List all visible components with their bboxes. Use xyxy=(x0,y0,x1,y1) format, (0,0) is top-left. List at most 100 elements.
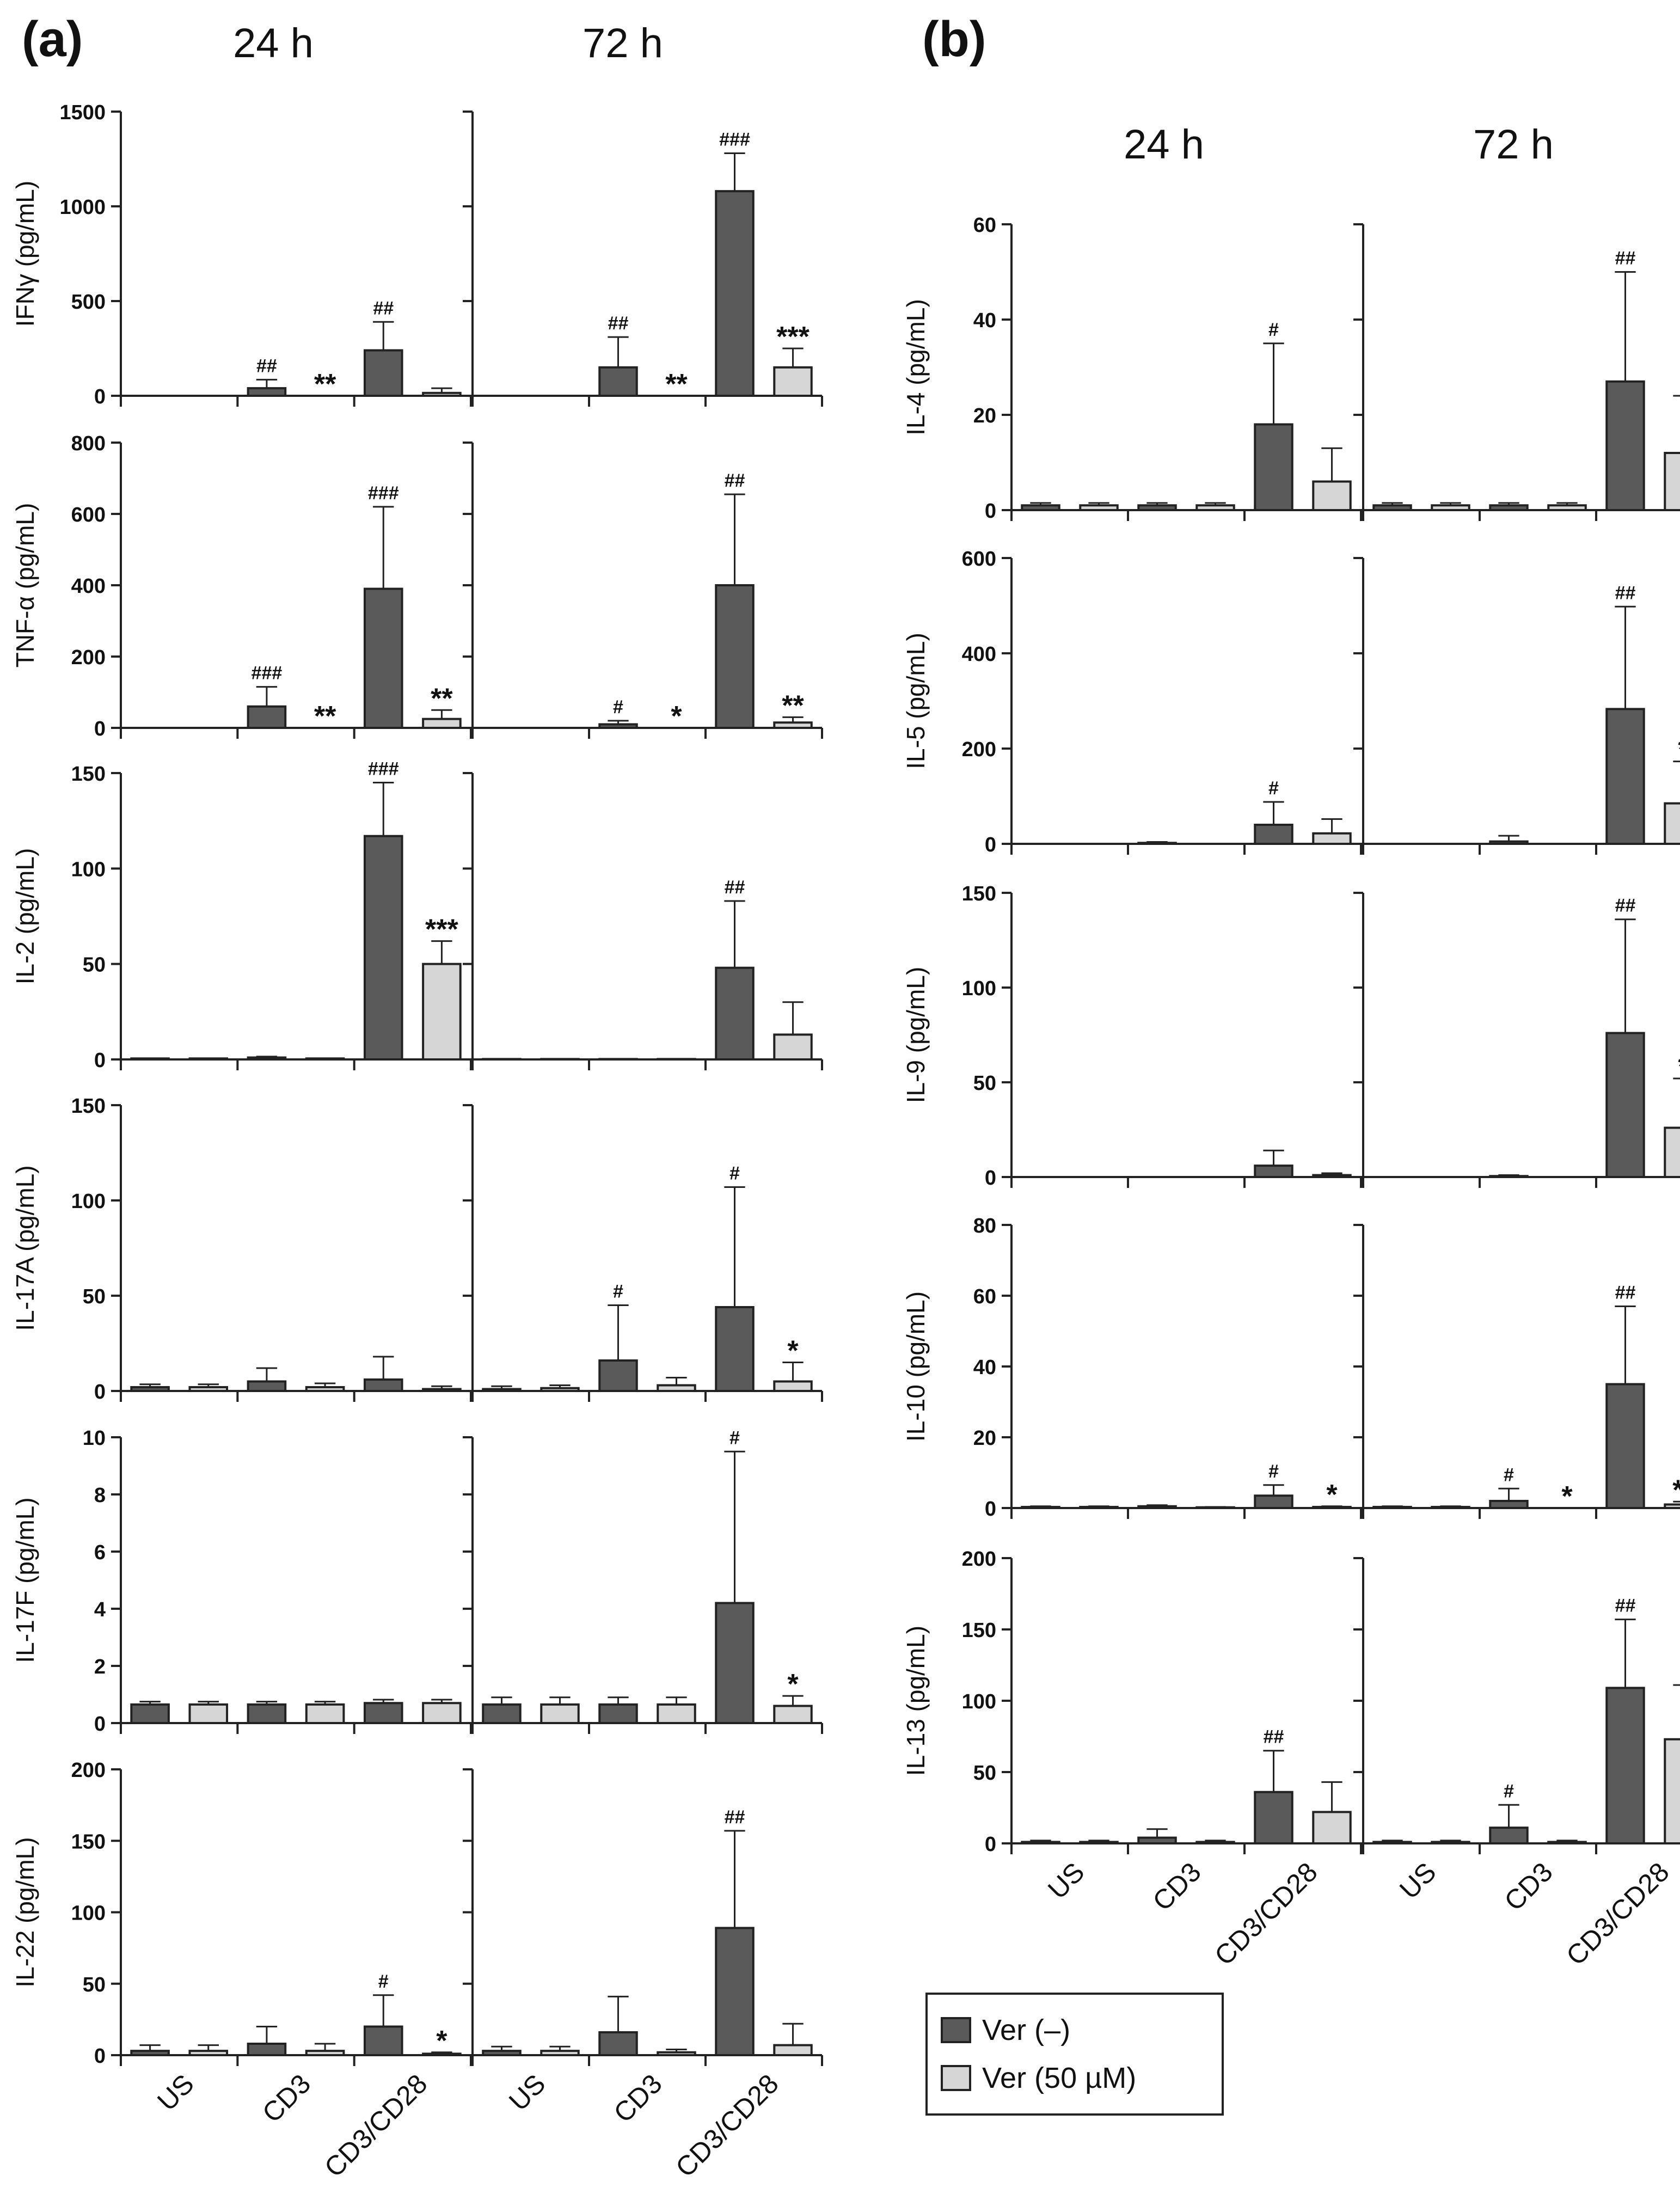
b_il5_72-annotation-s0-2: ## xyxy=(1615,583,1636,603)
a_il22_24-xlabel-0: US xyxy=(151,2068,200,2117)
a_il17f_72-annotation-s1-2: * xyxy=(787,1669,799,1700)
b_il4_24-bar-s0-1 xyxy=(1137,504,1177,511)
a_il22_72-bar-s0-1 xyxy=(598,2031,638,2056)
a_ifng_72-annotation-s0-2: ### xyxy=(719,130,750,150)
a_il17a_72-bar-s0-1 xyxy=(598,1359,638,1392)
a_tnf_24-annotation-s0-2: ### xyxy=(368,483,399,504)
a_il2_24-bar-s1-1 xyxy=(305,1057,345,1061)
b_il13_24-xlabel-2: CD3/CD28 xyxy=(1209,1856,1323,1971)
a_tnf_24-bar-s0-1 xyxy=(247,705,287,729)
b_il13_72-bar-s0-1 xyxy=(1489,1827,1529,1844)
b_il4_72-bar-s0-2 xyxy=(1605,380,1645,511)
a_tnf_24-ytick-label-3: 600 xyxy=(71,504,106,526)
b_il5_24-bar-s1-2 xyxy=(1312,832,1352,845)
b_il5_72-annotation-s1-2: * xyxy=(1678,734,1680,766)
a_il2_24-bar-s1-2 xyxy=(422,963,462,1061)
a_il17f_24-bar-s1-0 xyxy=(188,1703,229,1724)
b_il13_24-xlabel-1: CD3 xyxy=(1146,1856,1206,1916)
a_il2_72-bar-s0-2 xyxy=(715,966,755,1061)
a_il17a_72-bar-s1-1 xyxy=(657,1384,696,1392)
b_il4_72-bar-s1-0 xyxy=(1431,504,1470,511)
b_il13_24-bar-s1-0 xyxy=(1079,1841,1119,1844)
b_il13_24-ytick-label-2: 100 xyxy=(962,1690,996,1713)
a_ifng_24-bar-s0-1 xyxy=(247,387,287,397)
b_il10_72-annotation-s0-2: ## xyxy=(1615,1283,1636,1303)
a_il2_24-bar-s0-2 xyxy=(363,835,403,1061)
a_il2_24-bar-s1-0 xyxy=(188,1057,229,1061)
a_il22_24-bar-s1-0 xyxy=(188,2050,229,2056)
b_il9_24-ytick-label-2: 100 xyxy=(962,977,996,1000)
a_tnf_24-annotation-s1-1: ** xyxy=(314,701,336,732)
a_il22_72-annotation-s0-2: ## xyxy=(725,1807,745,1828)
a_il17f_24-bar-s0-0 xyxy=(130,1703,170,1724)
a_il2_72-annotation-s0-2: ## xyxy=(725,877,745,898)
a_il22_24-ytick-label-0: 0 xyxy=(94,2045,106,2068)
b_il13_72-annotation-s0-2: ## xyxy=(1615,1596,1636,1616)
b_il9_72-annotation-s0-2: ## xyxy=(1615,896,1636,916)
b_il5_72-bar-s0-2 xyxy=(1605,708,1645,845)
a_il22_24-ytick-label-3: 150 xyxy=(71,1830,106,1853)
b_il9_72-bar-s0-1 xyxy=(1489,1175,1529,1179)
a_il17a_24-bar-s1-2 xyxy=(422,1388,462,1392)
a_il22_24-ytick-label-1: 50 xyxy=(83,1974,106,1996)
a_tnf_24-ytick-label-2: 400 xyxy=(71,575,106,598)
a_ifng_24-annotation-s1-1: ** xyxy=(314,369,336,400)
a_il22_24-bar-s0-0 xyxy=(130,2050,170,2056)
b_il13_72-xlabel-2: CD3/CD28 xyxy=(1560,1856,1675,1971)
legend-item-ver-minus: Ver (–) xyxy=(941,2011,1070,2049)
b_il13_24-ytick-label-0: 0 xyxy=(985,1833,996,1856)
a_il22_24-xlabel-1: CD3 xyxy=(256,2068,316,2128)
b_il9_72-bar-s1-2 xyxy=(1664,1126,1680,1179)
b_il10_24-ytick-label-0: 0 xyxy=(985,1498,996,1521)
b_il9_24-ylabel: IL-9 (pg/mL) xyxy=(902,967,930,1104)
a_il22_24-ytick-label-4: 200 xyxy=(71,1759,106,1782)
a_il17f_72-bar-s0-1 xyxy=(598,1703,638,1724)
a_il17a_72-bar-s0-0 xyxy=(482,1388,522,1392)
b_il13_72-xlabel-0: US xyxy=(1394,1856,1442,1905)
b_il5_24-bar-s0-2 xyxy=(1254,824,1293,845)
legend-label-ver-minus: Ver (–) xyxy=(982,2014,1071,2046)
a_il17a_72-bar-s1-0 xyxy=(540,1387,580,1392)
a_tnf_24-annotation-s1-2: ** xyxy=(431,683,453,714)
a_il17a_24-bar-s1-1 xyxy=(305,1386,345,1392)
a_il22_72-bar-s0-0 xyxy=(482,2050,522,2056)
b_il4_72-bar-s1-1 xyxy=(1547,504,1587,511)
a_ifng_24-ytick-label-3: 1500 xyxy=(59,101,106,124)
b_il13_72-annotation-s0-1: # xyxy=(1504,1781,1514,1801)
a_il22_72-xlabel-1: CD3 xyxy=(608,2068,667,2128)
legend-label-ver-50: Ver (50 µM) xyxy=(982,2062,1137,2094)
b_il9_24-bar-s1-2 xyxy=(1312,1174,1352,1179)
a_il17f_72-bar-s0-0 xyxy=(482,1703,522,1724)
a_il17a_24-ytick-label-3: 150 xyxy=(71,1095,106,1118)
a_tnf_72-bar-s0-2 xyxy=(715,584,755,729)
a_il22_24-ylabel: IL-22 (pg/mL) xyxy=(11,1837,39,1987)
a_tnf_72-annotation-s1-1: * xyxy=(671,701,682,732)
a_il2_72-bar-s1-2 xyxy=(773,1033,813,1061)
b_il13_72-bar-s1-2 xyxy=(1664,1738,1680,1844)
b_il10_24-bar-s0-0 xyxy=(1021,1506,1060,1510)
b_il4_72-bar-s0-1 xyxy=(1489,504,1529,511)
a_ifng_72-bar-s1-2 xyxy=(773,366,813,397)
a_il22_72-bar-s1-0 xyxy=(540,2050,580,2056)
panel-b-col-24h-title: 24 h xyxy=(1124,121,1204,168)
b_il13_24-bar-s0-1 xyxy=(1137,1836,1177,1845)
b_il4_72-annotation-s0-2: ## xyxy=(1615,248,1636,269)
b_il9_24-bar-s0-2 xyxy=(1254,1165,1293,1179)
b_il4_72-bar-s1-2 xyxy=(1664,452,1680,511)
a_tnf_24-ytick-label-4: 800 xyxy=(71,432,106,455)
b_il4_24-bar-s1-2 xyxy=(1312,480,1352,511)
panel-a-label: (a) xyxy=(22,11,83,67)
a_il17f_24-ytick-label-0: 0 xyxy=(94,1713,106,1736)
b_il4_24-bar-s1-1 xyxy=(1195,504,1235,511)
a_ifng_24-ytick-label-2: 1000 xyxy=(59,196,106,219)
a_ifng_24-ytick-label-0: 0 xyxy=(94,385,106,408)
b_il10_24-ylabel: IL-10 (pg/mL) xyxy=(902,1291,930,1442)
b_il13_24-bar-s0-2 xyxy=(1254,1791,1293,1844)
b_il9_24-ytick-label-1: 50 xyxy=(973,1072,996,1095)
b_il10_72-bar-s0-0 xyxy=(1372,1506,1412,1510)
a_il17f_72-annotation-s0-2: # xyxy=(729,1427,740,1448)
a_il2_24-ylabel: IL-2 (pg/mL) xyxy=(11,848,39,985)
b_il5_24-ytick-label-3: 600 xyxy=(962,548,996,571)
a_tnf_72-annotation-s1-2: ** xyxy=(782,690,804,721)
a_il2_24-ytick-label-2: 100 xyxy=(71,858,106,881)
